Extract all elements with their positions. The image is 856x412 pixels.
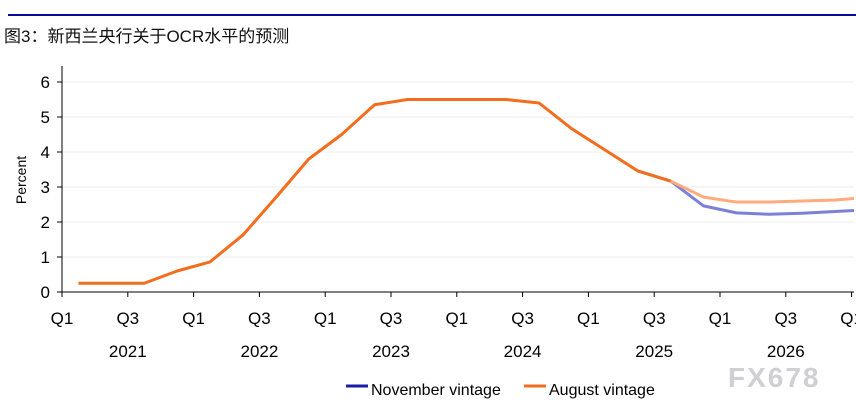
x-tick-label: Q1 (840, 309, 856, 328)
legend-label: November vintage (371, 382, 501, 399)
y-tick-label: 1 (41, 248, 50, 267)
x-tick-label: Q1 (51, 309, 74, 328)
y-tick-label: 6 (41, 73, 50, 92)
year-label: 2022 (240, 342, 278, 361)
legend-label: August vintage (549, 382, 655, 399)
x-tick-label: Q1 (314, 309, 337, 328)
y-tick-label: 2 (41, 213, 50, 232)
x-tick-label: Q3 (774, 309, 797, 328)
year-label: 2021 (109, 342, 147, 361)
x-tick-label: Q3 (380, 309, 403, 328)
x-tick-label: Q1 (709, 309, 732, 328)
x-tick-label: Q3 (116, 309, 139, 328)
y-axis-label: Percent (13, 156, 29, 204)
x-tick-label: Q3 (248, 309, 271, 328)
y-tick-label: 5 (41, 108, 50, 127)
year-label: 2024 (504, 342, 542, 361)
y-tick-label: 3 (41, 178, 50, 197)
history-line (78, 98, 672, 285)
y-tick-label: 4 (41, 143, 50, 162)
series-line-november (637, 169, 854, 216)
chart-title: 图3：新西兰央行关于OCR水平的预测 (4, 27, 290, 46)
year-label: 2026 (767, 342, 805, 361)
x-tick-label: Q1 (445, 309, 468, 328)
x-tick-label: Q1 (577, 309, 600, 328)
year-label: 2023 (372, 342, 410, 361)
x-tick-label: Q3 (643, 309, 666, 328)
year-label: 2025 (635, 342, 673, 361)
watermark: FX678 (728, 362, 821, 393)
top-rule (8, 14, 856, 16)
series-line-august (637, 169, 854, 204)
x-tick-label: Q1 (182, 309, 205, 328)
x-tick-label: Q3 (511, 309, 534, 328)
y-tick-label: 0 (41, 283, 50, 302)
